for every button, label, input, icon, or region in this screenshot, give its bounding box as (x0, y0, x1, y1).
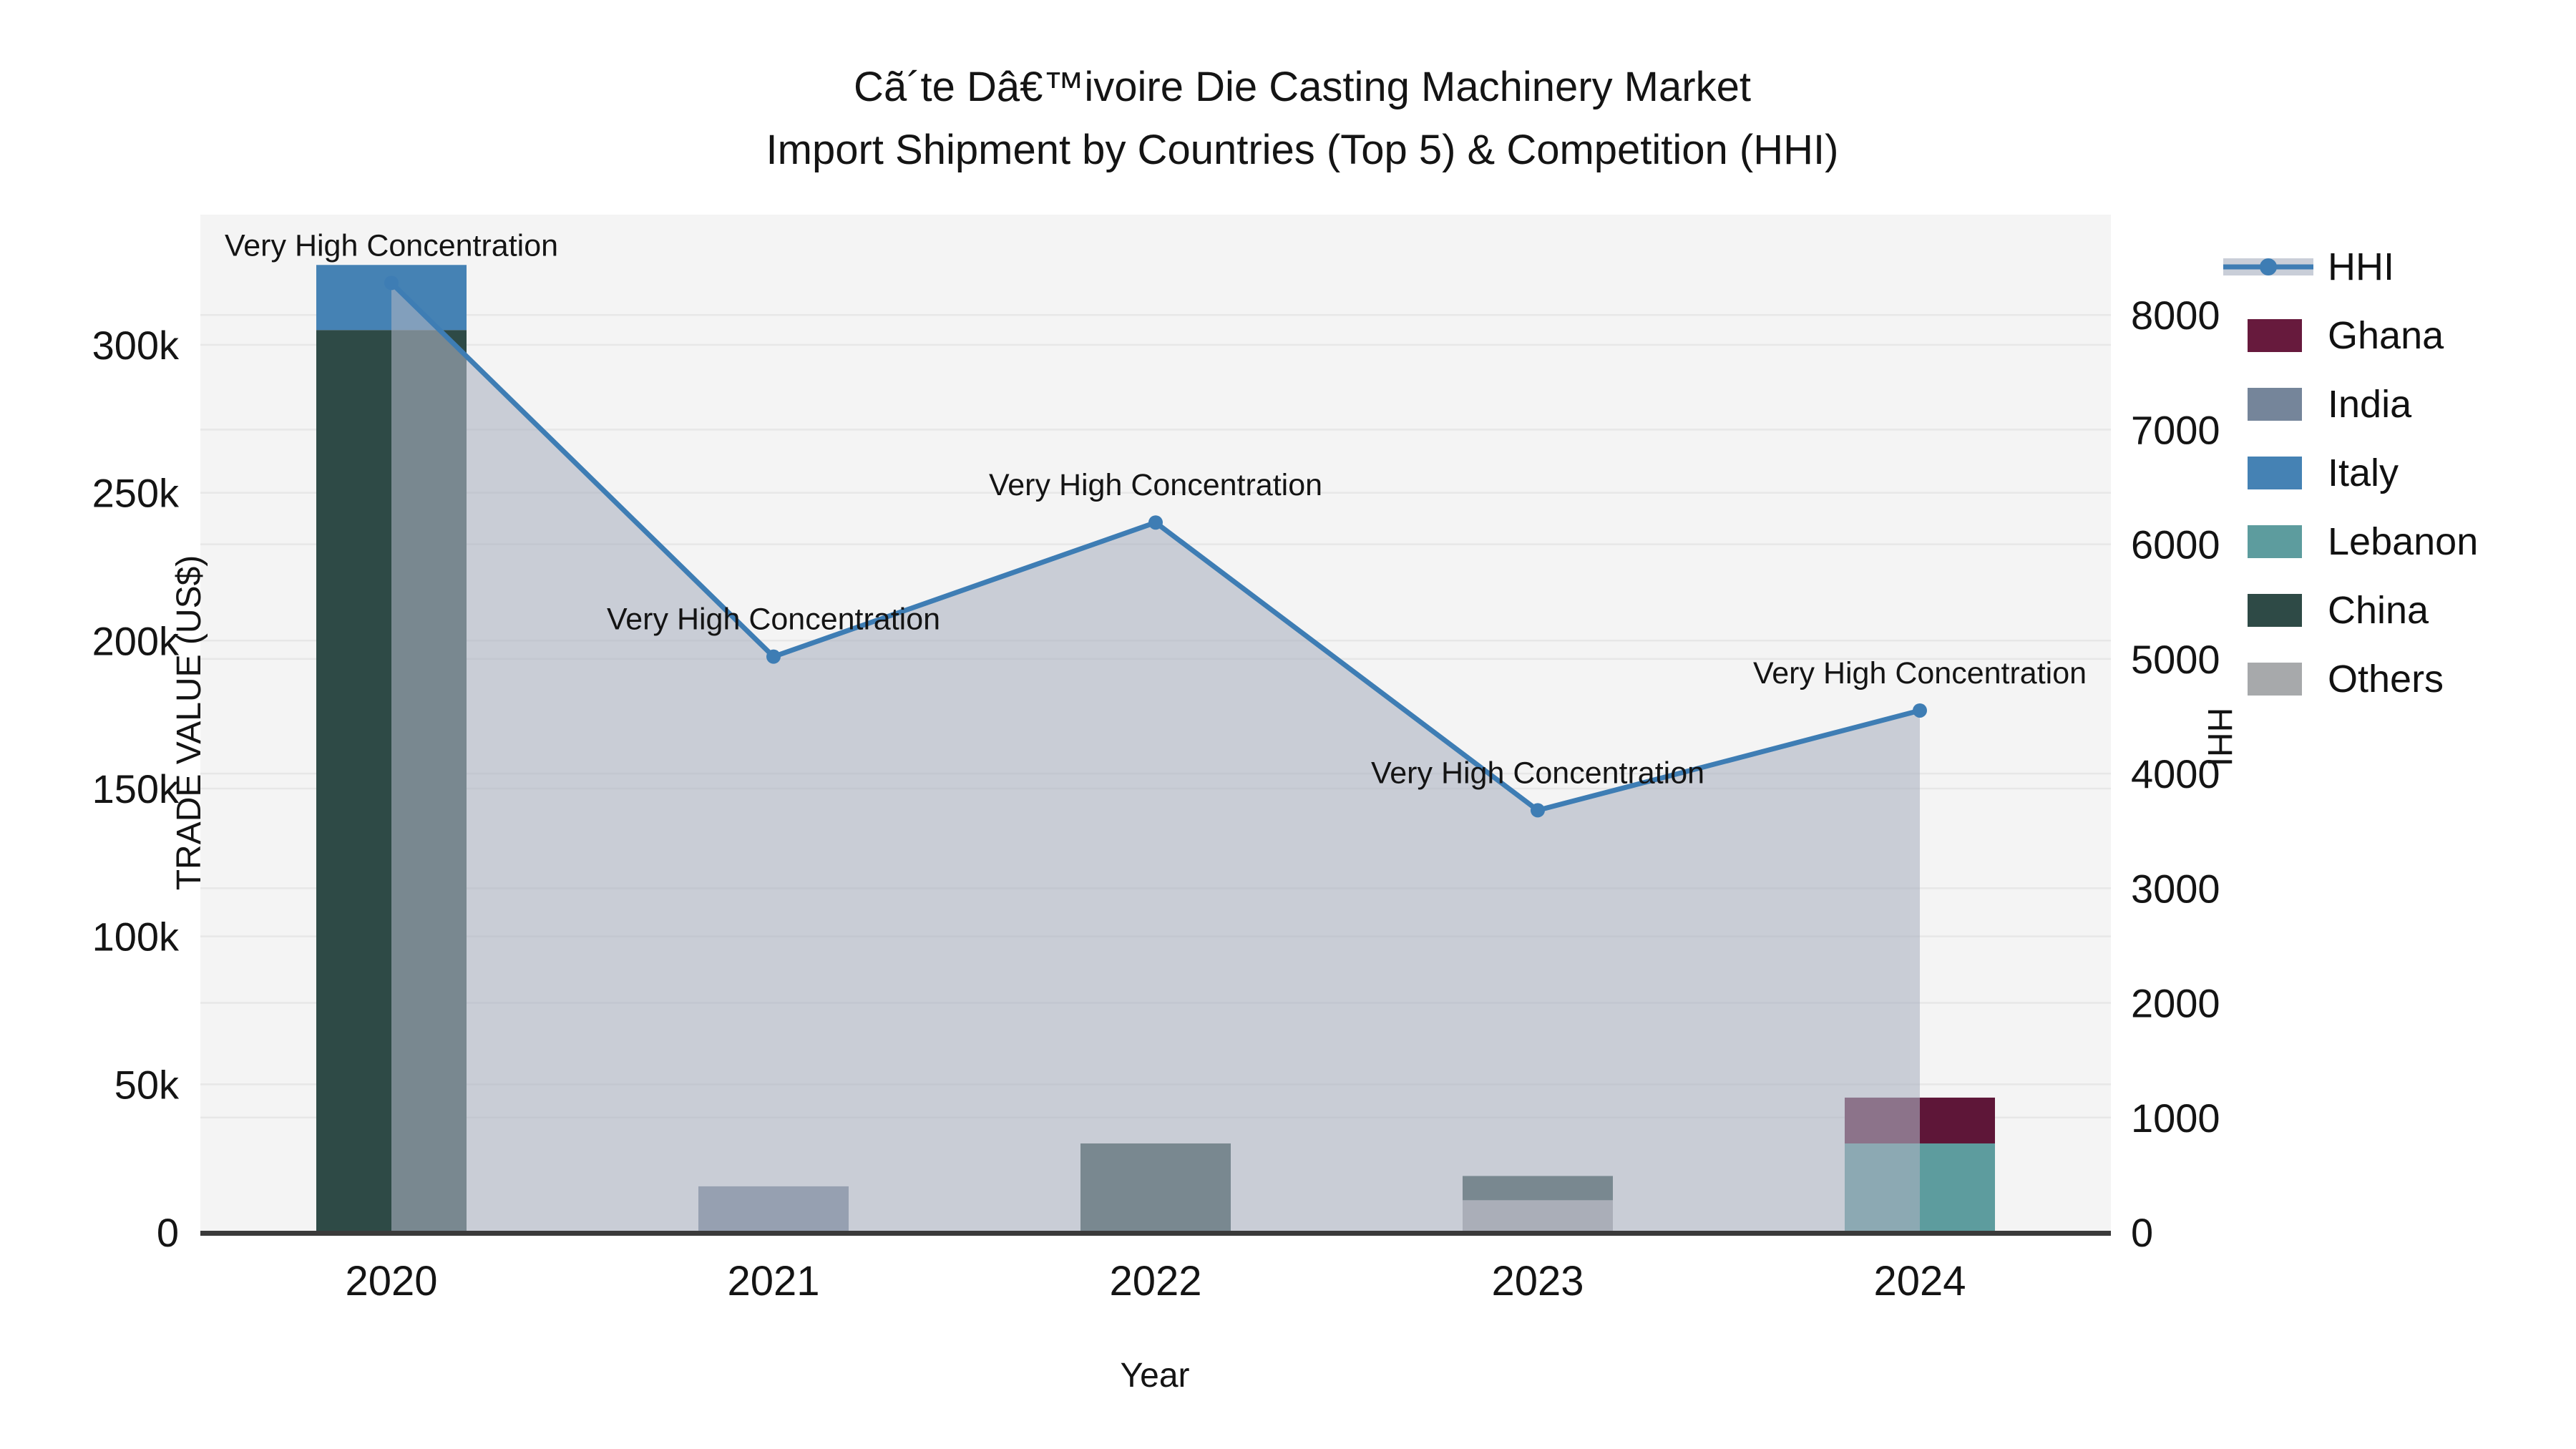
x-tick-2020: 2020 (345, 1258, 437, 1304)
legend-item-lebanon: Lebanon (2222, 507, 2478, 576)
hhi-marker-2020 (384, 275, 399, 291)
x-axis-line (200, 1231, 2111, 1236)
annotation-2024: Very High Concentration (1753, 656, 2087, 691)
legend: HHI Ghana India Italy Lebanon China Others (2222, 233, 2478, 713)
legend-item-hhi: HHI (2222, 233, 2478, 301)
right-tick-2000: 2000 (2131, 981, 2220, 1026)
legend-item-italy: Italy (2222, 439, 2478, 507)
legend-item-china: China (2222, 576, 2478, 645)
left-tick-250k: 250k (92, 471, 180, 516)
hhi-area-fill (391, 283, 1920, 1232)
right-tick-8000: 8000 (2131, 293, 2220, 338)
legend-label-india: India (2328, 383, 2412, 426)
right-tick-5000: 5000 (2131, 637, 2220, 682)
legend-label-ghana: Ghana (2328, 314, 2444, 357)
right-tick-4000: 4000 (2131, 751, 2220, 796)
legend-label-others: Others (2328, 658, 2444, 701)
legend-swatch-icon (2222, 645, 2315, 713)
hhi-marker-2022 (1148, 515, 1163, 530)
annotation-2021: Very High Concentration (607, 602, 940, 637)
left-tick-150k: 150k (92, 766, 180, 811)
legend-label-italy: Italy (2328, 452, 2399, 494)
chart-title-line1: Cã´te Dâ€™ivoire Die Casting Machinery M… (854, 64, 1751, 110)
right-axis-title: HHI (2200, 707, 2238, 767)
x-tick-2021: 2021 (727, 1258, 819, 1304)
color-swatch-ghana (2248, 319, 2302, 352)
legend-label-china: China (2328, 589, 2429, 632)
right-tick-1000: 1000 (2131, 1096, 2220, 1141)
hhi-marker-2023 (1531, 803, 1545, 818)
legend-item-india: India (2222, 370, 2478, 439)
left-tick-0: 0 (157, 1210, 179, 1255)
left-axis-title: TRADE VALUE (US$) (170, 555, 208, 891)
left-tick-100k: 100k (92, 914, 180, 960)
hhi-marker-swatch (2260, 258, 2277, 275)
x-axis-title: Year (1120, 1357, 1190, 1395)
legend-item-others: Others (2222, 645, 2478, 713)
right-tick-0: 0 (2131, 1210, 2153, 1255)
hhi-line-swatch-icon (2222, 233, 2315, 301)
right-tick-7000: 7000 (2131, 407, 2220, 452)
right-tick-6000: 6000 (2131, 522, 2220, 567)
legend-swatch-icon (2222, 507, 2315, 576)
left-tick-300k: 300k (92, 323, 180, 368)
annotation-2020: Very High Concentration (225, 228, 558, 263)
chart-title: Cã´te Dâ€™ivoire Die Casting Machinery M… (766, 56, 1839, 182)
left-tick-200k: 200k (92, 618, 180, 663)
hhi-marker-2021 (766, 649, 781, 664)
x-tick-2022: 2022 (1109, 1258, 1201, 1304)
x-tick-2023: 2023 (1491, 1258, 1584, 1304)
legend-swatch-icon (2222, 370, 2315, 439)
hhi-marker-2024 (1913, 703, 1927, 718)
legend-swatch-icon (2222, 439, 2315, 507)
legend-swatch-icon (2222, 301, 2315, 370)
color-swatch-lebanon (2248, 525, 2302, 558)
annotation-2022: Very High Concentration (989, 468, 1322, 502)
right-tick-3000: 3000 (2131, 866, 2220, 911)
color-swatch-italy (2248, 457, 2302, 489)
chart-title-line2: Import Shipment by Countries (Top 5) & C… (766, 127, 1839, 173)
color-swatch-others (2248, 663, 2302, 696)
legend-swatch-icon (2222, 576, 2315, 645)
legend-label-hhi: HHI (2328, 245, 2394, 288)
color-swatch-china (2248, 594, 2302, 627)
legend-item-ghana: Ghana (2222, 301, 2478, 370)
x-tick-2024: 2024 (1873, 1258, 1966, 1304)
annotation-2023: Very High Concentration (1371, 756, 1704, 790)
legend-label-lebanon: Lebanon (2328, 520, 2479, 563)
left-tick-50k: 50k (114, 1062, 180, 1107)
color-swatch-india (2248, 388, 2302, 421)
